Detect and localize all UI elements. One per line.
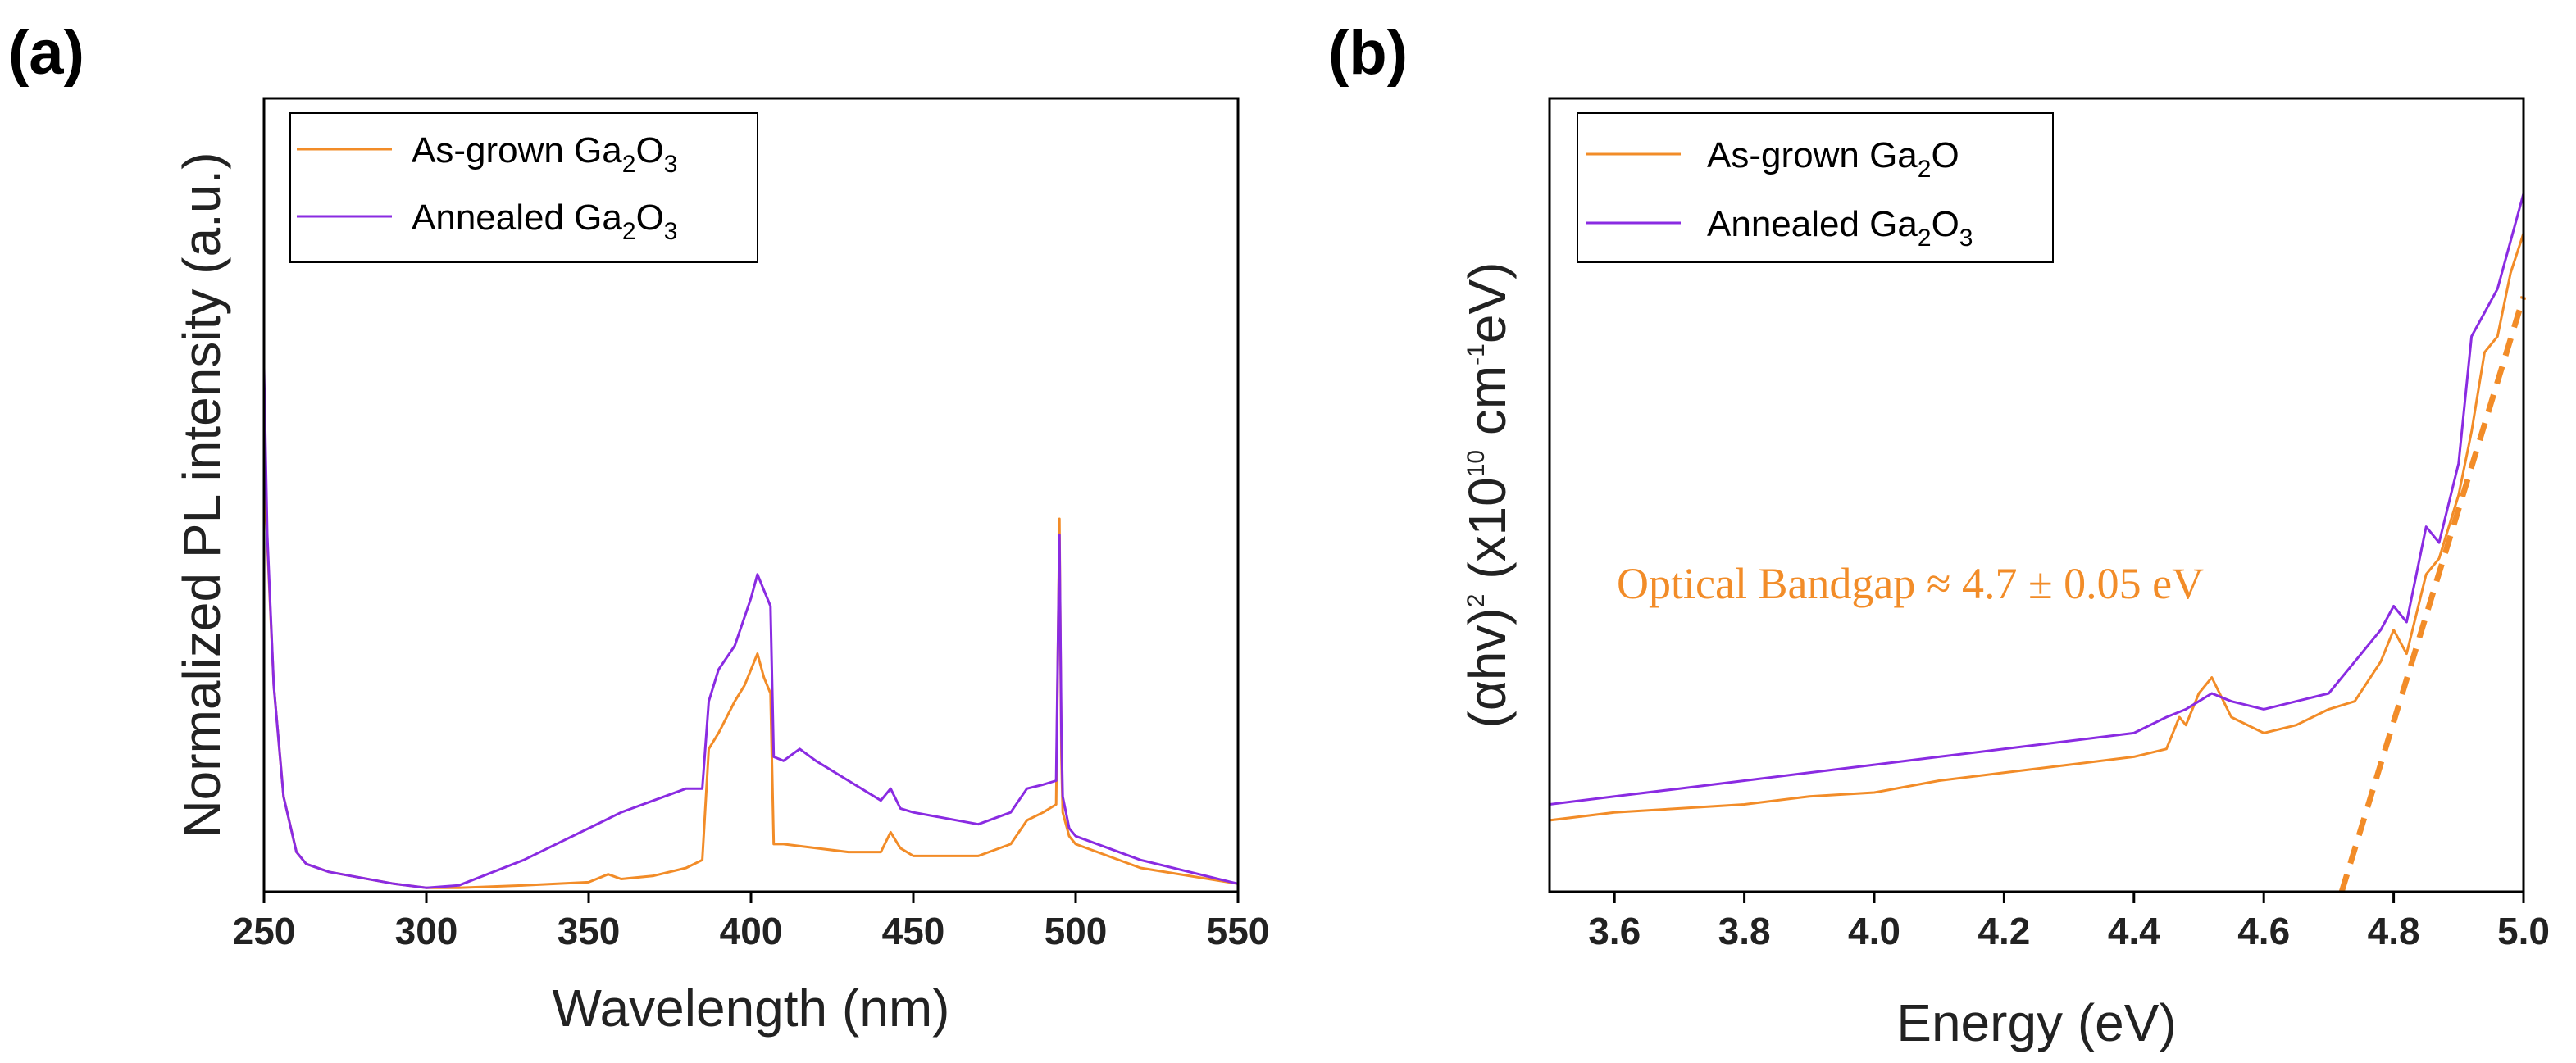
panel-b-legend-label-annealed: Annealed Ga2O3	[1707, 204, 1973, 252]
panel-b-x-ticks: 3.6 3.8 4.0 4.2 4.4 4.6 4.8 5.0	[1588, 892, 2550, 952]
panel-b-legend-box	[1577, 112, 2054, 263]
panel-b-x-tick-label: 4.0	[1848, 910, 1900, 952]
panel-b-x-axis-title: Energy (eV)	[1896, 993, 2176, 1052]
panel-b-series	[1549, 193, 2527, 893]
panel-b-y-axis-title: (αhv)2 (x1010 cm-1eV)	[1458, 262, 1517, 729]
panel-a-y-axis-title: Normalized PL intensity (a.u.)	[172, 152, 231, 838]
panel-a-legend: As-grown Ga2O3 Annealed Ga2O3	[289, 112, 758, 263]
panel-a-x-tick-label: 350	[558, 910, 621, 952]
panel-b-legend-label-asgrown: As-grown Ga2O	[1707, 135, 1959, 183]
panel-a-x-tick-label: 450	[882, 910, 945, 952]
panel-b-legend: As-grown Ga2O Annealed Ga2O3	[1577, 112, 2054, 263]
panel-a-series-line-asgrown	[262, 455, 1239, 889]
panel-a-series	[262, 368, 1239, 889]
panel-b-bandgap-annotation: Optical Bandgap ≈ 4.7 ± 0.05 eV	[1617, 559, 2204, 608]
panel-label-a: (a)	[8, 18, 84, 88]
panel-b-x-tick-label: 4.2	[1978, 910, 2030, 952]
panel-b-bandgap-fit-line	[2338, 295, 2527, 893]
panel-a-x-ticks: 250 300 350 400 450 500 550	[233, 892, 1270, 952]
panel-a-x-tick-label: 400	[720, 910, 783, 952]
panel-a-x-tick-label: 300	[395, 910, 458, 952]
panel-a-x-tick-label: 500	[1045, 910, 1108, 952]
panel-a-legend-label-asgrown: As-grown Ga2O3	[412, 130, 677, 178]
panel-a-series-line-annealed	[262, 368, 1239, 889]
panel-b-x-tick-label: 4.6	[2237, 910, 2290, 952]
panel-label-b: (b)	[1328, 18, 1408, 88]
panel-a-x-axis-title: Wavelength (nm)	[553, 979, 950, 1038]
panel-a-legend-box	[289, 112, 758, 263]
panel-a-x-tick-label: 250	[233, 910, 296, 952]
panel-b-x-tick-label: 3.8	[1718, 910, 1771, 952]
panel-b-x-tick-label: 5.0	[2497, 910, 2550, 952]
panel-b-plot-frame	[1548, 97, 2525, 893]
panel-b-x-tick-label: 3.6	[1588, 910, 1641, 952]
panel-a-x-tick-label: 550	[1207, 910, 1270, 952]
panel-b-series-line-annealed	[1549, 193, 2525, 806]
panel-a-legend-label-annealed: Annealed Ga2O3	[412, 198, 677, 245]
panel-b-series-line-asgrown	[1549, 233, 2525, 822]
panel-a: (a) 250 300 350 400 450 500 550 Wavelength (nm…	[8, 18, 1269, 1038]
panel-b-x-tick-label: 4.4	[2108, 910, 2160, 952]
panel-b-x-tick-label: 4.8	[2368, 910, 2420, 952]
panel-b: (b) 3.6 3.8 4.0 4.2 4.4 4.6 4.8 5.0 Energy (eV)…	[1328, 18, 2550, 1052]
